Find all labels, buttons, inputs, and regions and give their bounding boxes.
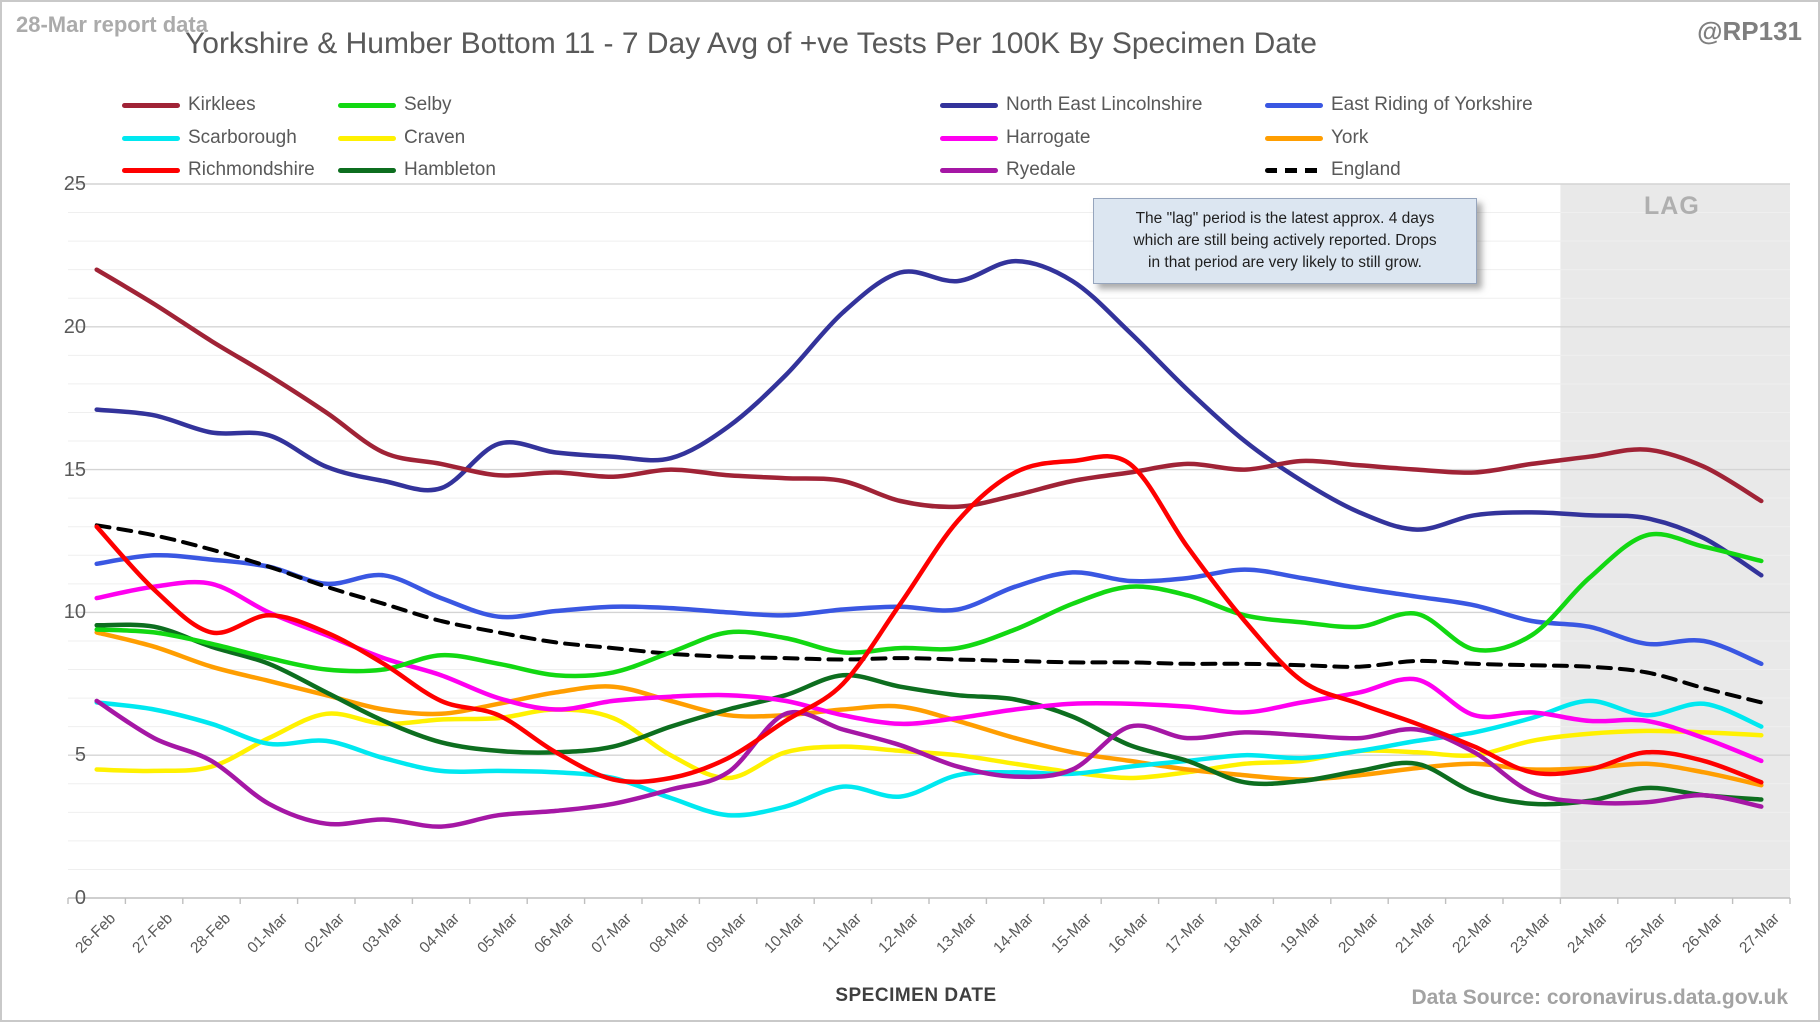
legend-label: Ryedale (1006, 159, 1076, 180)
legend-item-craven: Craven (338, 127, 465, 149)
series-line-ryedale (94, 698, 1764, 829)
series-line-north-east-lincolnshire (94, 258, 1764, 578)
legend-swatch (940, 102, 998, 108)
series-line-england (94, 523, 1764, 705)
series-line-east-riding-of-yorkshire (94, 552, 1764, 667)
legend-swatch (122, 167, 180, 173)
legend-label: Harrogate (1006, 127, 1091, 148)
legend-swatch (338, 102, 396, 108)
legend-item-kirklees: Kirklees (122, 94, 256, 116)
series-line-scarborough (94, 698, 1764, 818)
y-axis-tick-label: 15 (63, 458, 86, 481)
series-line-harrogate (94, 579, 1764, 764)
legend-swatch (1265, 135, 1323, 141)
legend-swatch (338, 167, 396, 173)
legend-item-east-riding-of-yorkshire: East Riding of Yorkshire (1265, 94, 1533, 116)
legend-label: Selby (404, 94, 452, 115)
y-axis-tick-label: 25 (63, 173, 86, 195)
data-source-note: Data Source: coronavirus.data.gov.uk (1411, 986, 1788, 1009)
legend-swatch (122, 135, 180, 141)
series-line-kirklees (94, 267, 1764, 510)
annotation-line: which are still being actively reported.… (1133, 232, 1437, 249)
legend-swatch (940, 167, 998, 173)
page-title: Yorkshire & Humber Bottom 11 - 7 Day Avg… (185, 27, 1317, 60)
author-watermark: @RP131 (1697, 16, 1802, 46)
y-axis-tick-label: 0 (74, 887, 86, 909)
legend-label: East Riding of Yorkshire (1331, 94, 1533, 115)
report-date-note: 28-Mar report data (16, 12, 208, 37)
legend-item-hambleton: Hambleton (338, 159, 496, 181)
legend-label: Hambleton (404, 159, 496, 180)
legend-item-richmondshire: Richmondshire (122, 159, 315, 181)
legend-item-harrogate: Harrogate (940, 127, 1091, 149)
legend-item-england: England (1265, 159, 1401, 181)
legend-label: North East Lincolnshire (1006, 94, 1203, 115)
series-line-york (94, 630, 1764, 788)
legend-swatch (1265, 102, 1323, 108)
legend-item-york: York (1265, 127, 1368, 149)
series-line-hambleton (94, 622, 1764, 807)
legend-label: Kirklees (188, 94, 256, 115)
x-axis-title: SPECIMEN DATE (835, 985, 997, 1006)
annotation-line: The "lag" period is the latest approx. 4… (1135, 210, 1435, 227)
legend-swatch (1265, 167, 1323, 173)
y-axis-tick-label: 20 (63, 315, 86, 338)
legend-label: York (1331, 127, 1369, 148)
legend-label: Craven (404, 127, 466, 148)
series-line-selby (94, 531, 1764, 679)
y-axis-tick-label: 5 (74, 744, 86, 767)
annotation-box: The "lag" period is the latest approx. 4… (1093, 198, 1477, 284)
legend-item-scarborough: Scarborough (122, 127, 297, 149)
legend-item-ryedale: Ryedale (940, 159, 1076, 181)
y-axis-tick-label: 10 (63, 601, 86, 624)
legend-swatch (122, 102, 180, 108)
legend-item-selby: Selby (338, 94, 452, 116)
annotation-line: in that period are very likely to still … (1148, 254, 1422, 271)
series-line-richmondshire (94, 454, 1764, 785)
legend-swatch (338, 135, 396, 141)
legend-swatch (940, 135, 998, 141)
legend-label: England (1331, 159, 1401, 180)
legend-label: Scarborough (188, 127, 297, 148)
legend-label: Richmondshire (188, 159, 315, 180)
lag-region-label: LAG (1644, 192, 1700, 220)
legend-item-north-east-lincolnshire: North East Lincolnshire (940, 94, 1202, 116)
